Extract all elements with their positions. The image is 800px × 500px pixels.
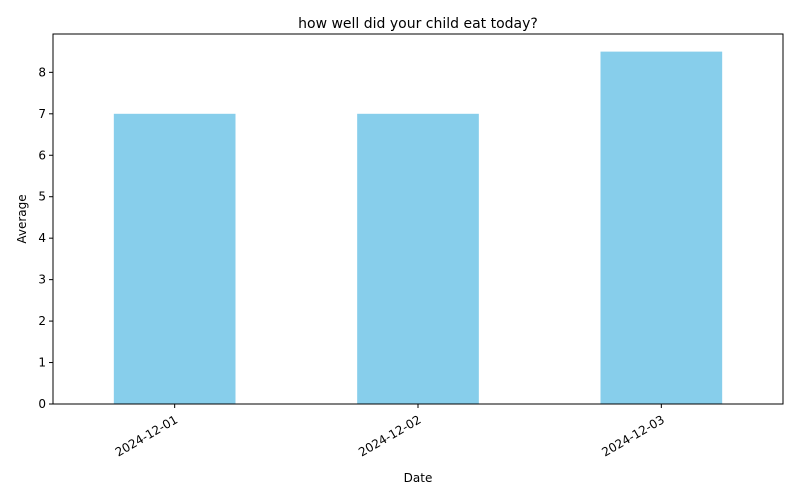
y-tick-label: 7 — [38, 107, 46, 121]
y-tick-label: 2 — [38, 314, 46, 328]
y-tick-label: 1 — [38, 356, 46, 370]
x-axis-label: Date — [404, 471, 433, 485]
x-tick-label: 2024-12-02 — [356, 412, 423, 459]
y-tick-label: 4 — [38, 231, 46, 245]
y-tick-label: 3 — [38, 273, 46, 287]
y-tick-label: 6 — [38, 148, 46, 162]
bar-2024-12-02 — [357, 113, 479, 405]
bar-2024-12-01 — [113, 113, 236, 405]
y-axis-label: Average — [15, 194, 29, 243]
chart-title: how well did your child eat today? — [298, 16, 538, 32]
y-tick-label: 8 — [38, 65, 46, 79]
x-tick-label: 2024-12-01 — [113, 412, 180, 459]
y-tick-label: 5 — [38, 190, 46, 204]
y-tick-label: 0 — [38, 397, 46, 411]
bar-2024-12-03 — [600, 51, 723, 405]
x-tick-label: 2024-12-03 — [599, 412, 666, 459]
bars-layer — [113, 51, 723, 405]
